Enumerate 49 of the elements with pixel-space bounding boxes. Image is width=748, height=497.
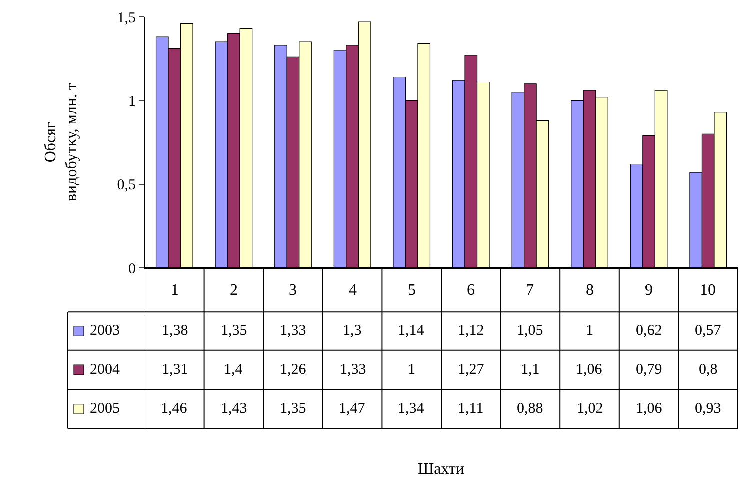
text: Шахти: [418, 461, 465, 478]
x-tick-label: 2: [230, 282, 238, 299]
data-label: 1,06: [636, 401, 663, 417]
data-label: 1,4: [224, 362, 244, 378]
data-label: 1,14: [398, 323, 425, 339]
data-label: 1,12: [458, 323, 484, 339]
data-label: 1: [408, 362, 416, 378]
data-label: 1,43: [221, 401, 248, 417]
data-label: 0,8: [699, 362, 718, 378]
x-tick-label: 8: [586, 282, 594, 299]
y-axis-title: Обсяг видобутку, млн. т: [42, 83, 80, 202]
y-tick-label: 1,5: [117, 10, 136, 26]
x-tick-label: 10: [700, 282, 716, 299]
data-label: 1,1: [521, 362, 540, 378]
data-label: 1,26: [280, 362, 307, 378]
y-tick-label: 1: [128, 94, 136, 110]
data-label: 1,38: [162, 323, 188, 339]
x-tick-label: 7: [526, 282, 534, 299]
data-label: 1,33: [340, 362, 366, 378]
data-label: 1,11: [458, 401, 484, 417]
data-label: 0,93: [695, 401, 722, 417]
data-label: 1: [586, 323, 594, 339]
x-tick-label: 6: [467, 282, 475, 299]
data-label: 1,35: [280, 401, 306, 417]
data-label: 1,46: [161, 401, 188, 417]
x-tick-label: 5: [408, 282, 416, 299]
legend-label: 2005: [90, 401, 120, 417]
data-label: 1,3: [343, 323, 362, 339]
data-label: 0,88: [517, 401, 544, 417]
data-label: 0,57: [695, 323, 722, 339]
legend-label: 2004: [90, 362, 120, 378]
data-label: 1,27: [458, 362, 485, 378]
data-label: 0,79: [636, 362, 662, 378]
data-label: 1,33: [280, 323, 306, 339]
data-label: 1,47: [339, 401, 366, 417]
data-label: 1,05: [517, 323, 544, 339]
x-tick-label: 3: [289, 282, 297, 299]
y-tick-label: 0,5: [117, 178, 136, 194]
legend-label: 2003: [90, 323, 120, 339]
x-tick-label: 1: [171, 282, 179, 299]
x-tick-label: 4: [349, 282, 357, 299]
data-label: 1,35: [221, 323, 248, 339]
data-label: 1,02: [577, 401, 604, 417]
y-tick-label: 0: [128, 261, 136, 278]
x-tick-label: 9: [645, 282, 653, 299]
data-label: 1,06: [576, 362, 603, 378]
data-label: 1,34: [398, 401, 425, 417]
data-label: 1,31: [162, 362, 188, 378]
data-label: 0,62: [636, 323, 662, 339]
